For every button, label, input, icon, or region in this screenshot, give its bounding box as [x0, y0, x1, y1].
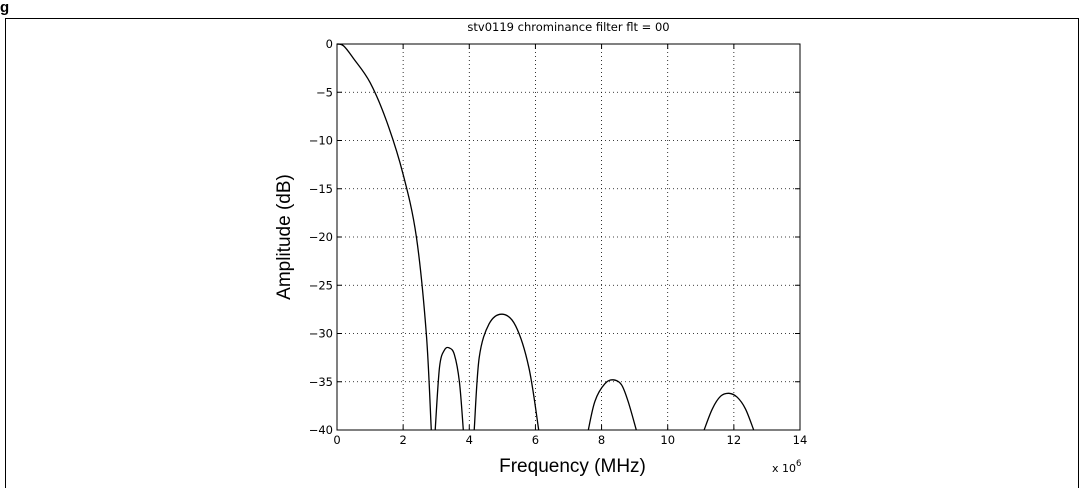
x-tick-label: 12	[727, 433, 742, 447]
y-tick-label: 0	[326, 37, 333, 51]
response-segment	[336, 43, 432, 431]
x-axis-multiplier: x 106	[772, 459, 801, 475]
x-multiplier-exponent: 6	[796, 459, 801, 469]
figure-frame	[5, 18, 1079, 488]
y-tick-label: −25	[309, 278, 333, 292]
response-segment	[434, 346, 464, 431]
figure-label: g	[0, 0, 10, 16]
x-tick-label: 10	[660, 433, 675, 447]
y-axis-title: Amplitude (dB)	[274, 174, 295, 300]
x-tick-label: 0	[333, 433, 340, 447]
grid-lines	[337, 44, 800, 430]
x-tick-label: 8	[598, 433, 605, 447]
response-segment	[473, 313, 540, 431]
amplitude-chart: 0 2 4 6 8 10 12 14 0 −5 −10 −15 −20 −25 −30 −35 −40 stv0…	[274, 20, 808, 477]
axis-ticks: 0 2 4 6 8 10 12 14 0 −5 −10 −15 −20 −25 −30 −35 −40	[309, 37, 808, 447]
x-tick-label: 4	[466, 433, 473, 447]
x-multiplier-prefix: x 10	[772, 462, 796, 475]
x-tick-label: 2	[399, 433, 406, 447]
y-tick-label: −40	[309, 423, 333, 437]
y-tick-label: −35	[309, 375, 333, 389]
response-segment	[587, 379, 637, 431]
x-axis-title: Frequency (MHz)	[499, 456, 646, 477]
y-tick-label: −15	[309, 182, 333, 196]
response-curve	[336, 43, 755, 431]
y-tick-label: −10	[309, 134, 333, 148]
y-tick-label: −5	[316, 85, 333, 99]
x-tick-label: 6	[532, 433, 539, 447]
chart-title: stv0119 chrominance filter flt = 00	[467, 20, 669, 34]
y-tick-label: −20	[309, 230, 333, 244]
y-tick-label: −30	[309, 327, 333, 341]
plot-area	[336, 43, 801, 431]
response-segment	[703, 392, 755, 431]
x-tick-label: 14	[793, 433, 808, 447]
